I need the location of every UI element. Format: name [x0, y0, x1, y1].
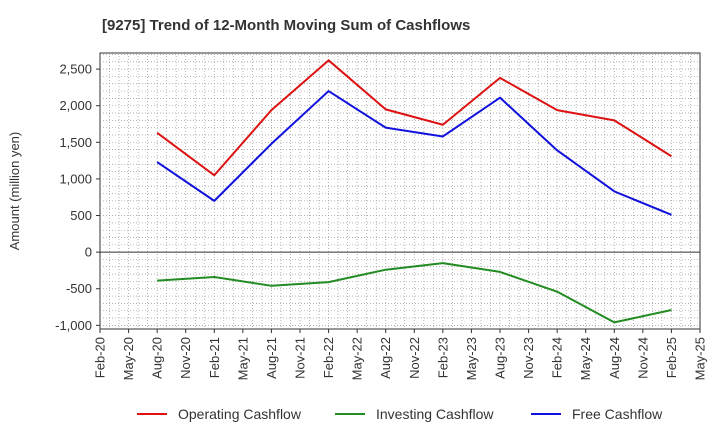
x-tick-label: Feb-23 — [435, 337, 450, 378]
grid-lines — [100, 53, 700, 329]
x-tick-label: Feb-21 — [207, 337, 222, 378]
legend-label-investing-cashflow: Investing Cashflow — [376, 406, 494, 422]
legend: Operating Cashflow Investing Cashflow Free… — [137, 406, 663, 422]
x-tick-label: Feb-22 — [321, 337, 336, 378]
plot-area — [99, 52, 701, 330]
x-tick-label: May-25 — [693, 337, 708, 380]
legend-label-free-cashflow: Free Cashflow — [572, 406, 663, 422]
series-line-free-cashflow — [156, 90, 672, 216]
x-tick-label: Nov-21 — [293, 337, 308, 379]
y-tick-label: 500 — [70, 208, 92, 223]
x-tick-label: Feb-25 — [664, 337, 679, 378]
y-tick-label: 1,500 — [59, 135, 92, 150]
x-tick-label: Nov-20 — [178, 337, 193, 379]
x-tick-label: May-24 — [578, 337, 593, 380]
y-axis-ticks: -1,000 -500 0 500 1,000 1,500 2,000 2,500 — [55, 62, 100, 333]
x-tick-label: Feb-24 — [550, 337, 565, 378]
x-tick-label: May-20 — [121, 337, 136, 380]
x-tick-label: Nov-22 — [407, 337, 422, 379]
x-tick-label: Aug-24 — [607, 337, 622, 379]
x-tick-label: Aug-22 — [378, 337, 393, 379]
x-tick-label: May-21 — [235, 337, 250, 380]
x-tick-label: May-22 — [350, 337, 365, 380]
plot-frame — [99, 52, 701, 330]
series-line-investing-cashflow — [157, 262, 672, 324]
x-tick-label: Aug-20 — [150, 337, 165, 379]
y-axis-label: Amount (million yen) — [7, 132, 22, 251]
y-tick-label: 2,000 — [59, 98, 92, 113]
y-tick-label: -500 — [66, 281, 92, 296]
series-line-operating-cashflow — [156, 59, 672, 177]
y-tick-label: 2,500 — [59, 62, 92, 77]
x-tick-label: Aug-23 — [493, 337, 508, 379]
x-tick-label: May-23 — [464, 337, 479, 380]
y-tick-label: -1,000 — [55, 318, 92, 333]
series-lines — [156, 59, 672, 324]
legend-label-operating-cashflow: Operating Cashflow — [178, 406, 302, 422]
x-axis-ticks: Feb-20 May-20 Aug-20 Nov-20 Feb-21 May-21 Aug-… — [93, 329, 708, 380]
y-tick-label: 1,000 — [59, 171, 92, 186]
x-tick-label: Nov-23 — [521, 337, 536, 379]
y-tick-label: 0 — [85, 245, 92, 260]
x-tick-label: Nov-24 — [635, 337, 650, 379]
chart-title: [9275] Trend of 12-Month Moving Sum of C… — [102, 17, 470, 34]
x-tick-label: Aug-21 — [264, 337, 279, 379]
x-tick-label: Feb-20 — [93, 337, 108, 378]
